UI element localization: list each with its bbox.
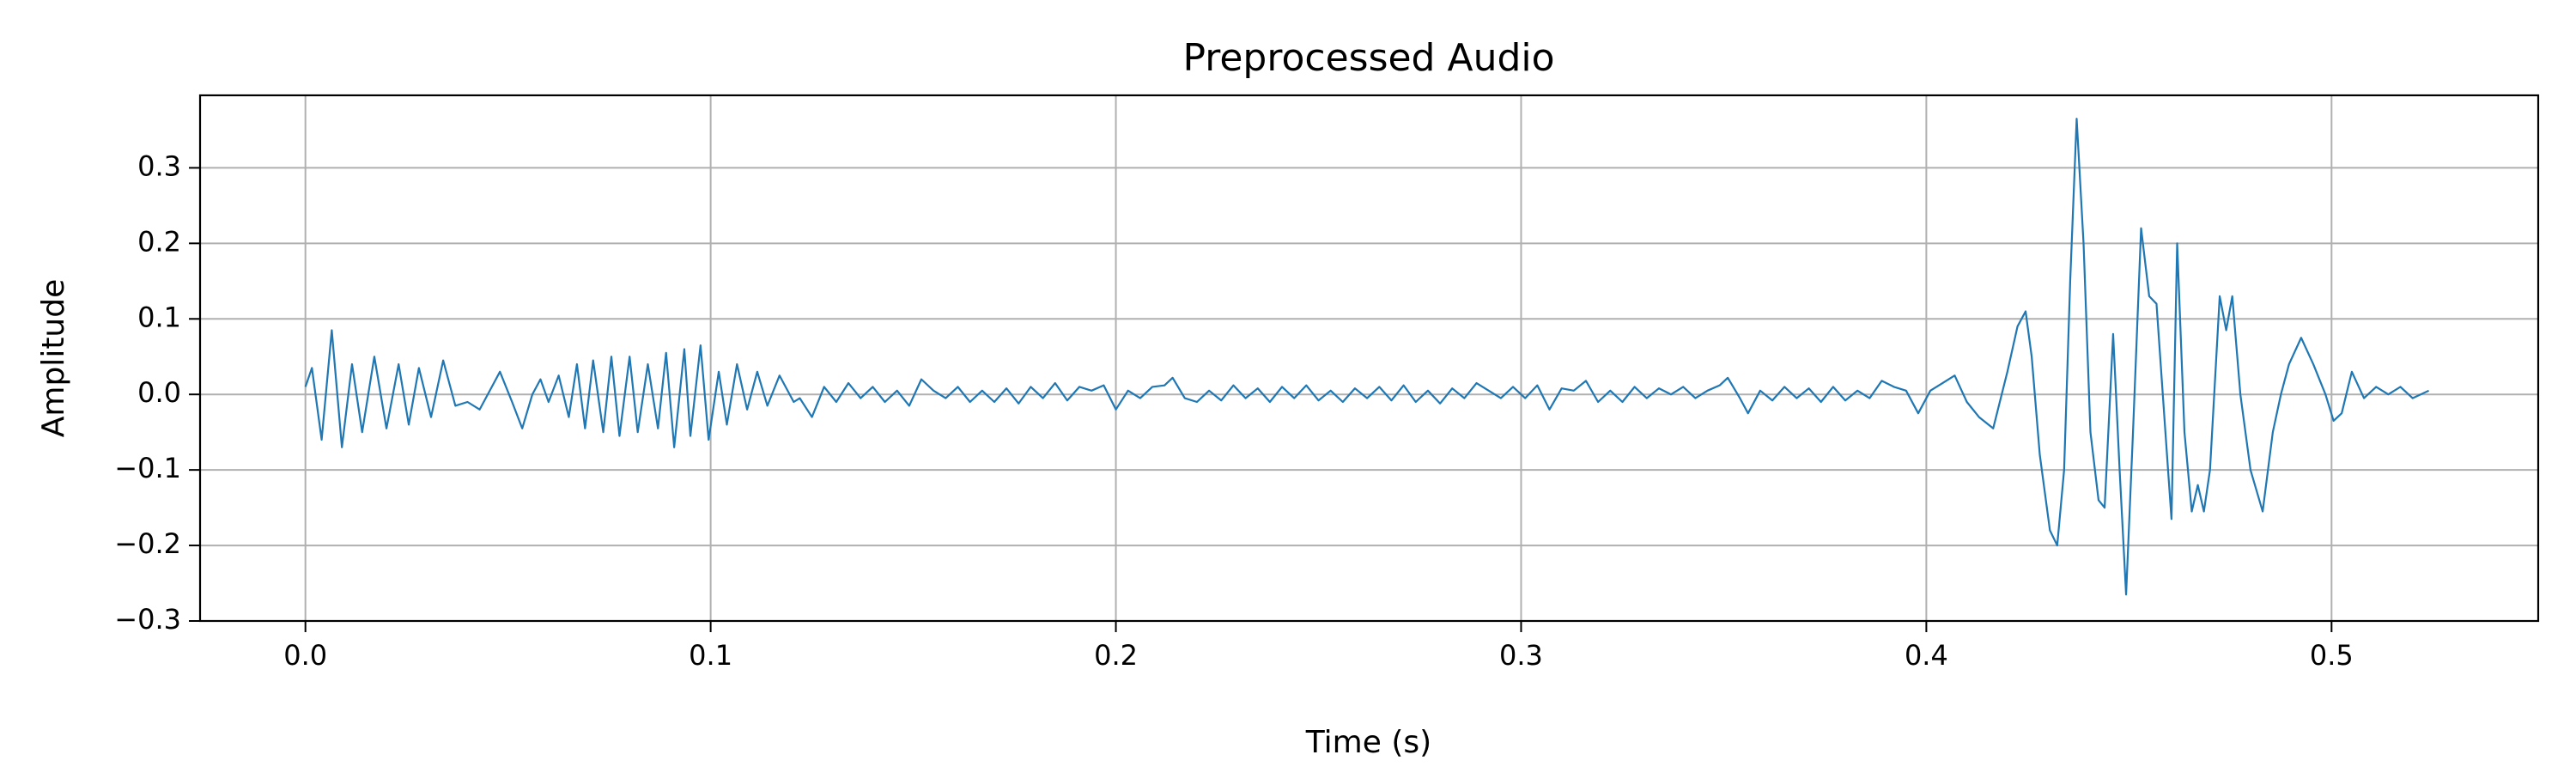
x-tick-label: 0.3 — [1499, 639, 1543, 672]
y-tick-label: 0.3 — [137, 149, 181, 182]
y-axis-label: Amplitude — [36, 279, 71, 437]
y-tick-label: −0.1 — [114, 452, 181, 484]
y-tick-label: 0.0 — [137, 376, 181, 409]
x-tick-label: 0.4 — [1905, 639, 1948, 672]
x-axis-label: Time (s) — [1305, 725, 1431, 760]
waveform-line — [304, 118, 2430, 596]
y-tick-label: 0.1 — [137, 301, 181, 333]
plot-frame — [198, 94, 2540, 623]
y-tick-label: −0.2 — [114, 527, 181, 560]
x-tick-label: 0.0 — [283, 639, 327, 672]
chart-title: Preprocessed Audio — [1182, 36, 1554, 80]
x-tick-label: 0.5 — [2310, 639, 2354, 672]
y-tick-label: −0.3 — [114, 603, 181, 636]
x-tick-label: 0.2 — [1094, 639, 1138, 672]
x-tick-label: 0.1 — [689, 639, 732, 672]
y-tick-label: 0.2 — [137, 225, 181, 258]
